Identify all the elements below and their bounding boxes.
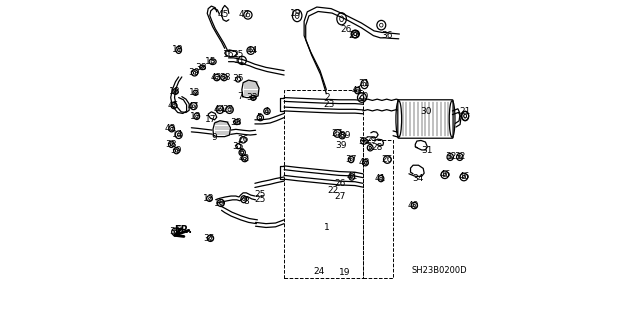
- Text: 47: 47: [188, 102, 198, 111]
- Text: 38: 38: [195, 63, 207, 72]
- Text: 43: 43: [210, 73, 221, 82]
- Polygon shape: [213, 121, 230, 137]
- Text: 45: 45: [218, 11, 229, 19]
- Text: 17: 17: [205, 115, 216, 124]
- Text: 26: 26: [237, 135, 249, 144]
- Bar: [363, 140, 393, 278]
- Text: 24: 24: [314, 267, 324, 276]
- Text: 39: 39: [188, 68, 200, 77]
- Text: 38: 38: [165, 140, 177, 149]
- Text: 18: 18: [169, 87, 180, 96]
- Text: 20: 20: [357, 92, 369, 101]
- Text: 36: 36: [381, 31, 392, 40]
- Text: 26: 26: [334, 180, 346, 189]
- Text: 21: 21: [359, 79, 370, 88]
- Text: 14: 14: [172, 130, 184, 139]
- Text: 12: 12: [189, 88, 200, 97]
- Text: 1: 1: [324, 223, 330, 232]
- Text: 35: 35: [204, 234, 215, 243]
- Text: 41: 41: [346, 173, 358, 182]
- Text: 47: 47: [238, 11, 250, 19]
- Text: 27: 27: [332, 129, 343, 138]
- Text: 42: 42: [238, 154, 250, 163]
- Text: 11: 11: [234, 56, 245, 65]
- Text: 46: 46: [459, 173, 470, 182]
- Bar: [284, 90, 363, 278]
- Text: 3: 3: [366, 143, 372, 152]
- Text: 35: 35: [232, 74, 244, 83]
- Text: 5: 5: [257, 113, 262, 122]
- Text: 7: 7: [237, 93, 243, 101]
- Text: FR.: FR.: [174, 225, 192, 235]
- Text: 26: 26: [381, 155, 392, 164]
- Text: 38: 38: [220, 73, 231, 82]
- Text: 16: 16: [223, 50, 235, 59]
- Text: 31: 31: [422, 146, 433, 155]
- FancyBboxPatch shape: [398, 100, 453, 138]
- Text: 34: 34: [412, 174, 424, 183]
- Text: 28: 28: [371, 143, 383, 152]
- Text: 25: 25: [233, 49, 244, 59]
- Text: 15: 15: [205, 57, 216, 66]
- Polygon shape: [242, 80, 259, 98]
- Text: 40: 40: [408, 201, 419, 210]
- Text: 8: 8: [243, 197, 249, 206]
- Text: 13: 13: [190, 112, 202, 121]
- Text: 39: 39: [169, 227, 180, 236]
- Text: 6: 6: [239, 148, 244, 157]
- Text: 19: 19: [339, 268, 351, 278]
- Text: 41: 41: [352, 86, 363, 95]
- Text: 41: 41: [374, 174, 386, 183]
- Text: SH23B0200D: SH23B0200D: [412, 265, 467, 275]
- Text: 38: 38: [230, 118, 241, 127]
- Text: 30: 30: [420, 107, 431, 116]
- Text: 27: 27: [334, 192, 346, 201]
- Text: 32: 32: [454, 152, 466, 161]
- Text: 36: 36: [358, 137, 370, 145]
- Text: 10: 10: [214, 198, 226, 208]
- Text: 37: 37: [346, 155, 357, 164]
- Text: 33: 33: [246, 93, 258, 102]
- Text: 26: 26: [340, 25, 352, 34]
- Text: 44: 44: [213, 105, 225, 114]
- Text: 44: 44: [247, 46, 258, 55]
- Text: 25: 25: [223, 105, 234, 114]
- Text: 19: 19: [291, 9, 302, 18]
- Text: 25: 25: [254, 190, 266, 199]
- Text: 35: 35: [232, 142, 244, 151]
- Text: 21: 21: [460, 107, 471, 116]
- Text: 43: 43: [165, 124, 177, 133]
- Text: 9: 9: [212, 133, 218, 142]
- Text: 39: 39: [170, 146, 182, 155]
- Text: 39: 39: [335, 141, 347, 150]
- Text: 29: 29: [366, 136, 377, 145]
- Text: 46: 46: [440, 170, 451, 179]
- Text: 22: 22: [327, 186, 339, 195]
- Text: 23: 23: [323, 100, 335, 109]
- Text: 4: 4: [263, 107, 269, 116]
- Text: 18: 18: [172, 45, 184, 55]
- Text: 32: 32: [445, 152, 456, 161]
- Text: 13: 13: [203, 194, 214, 203]
- Text: 2: 2: [324, 93, 330, 102]
- Text: 45: 45: [167, 101, 179, 110]
- Text: 25: 25: [254, 195, 266, 204]
- Text: 27: 27: [348, 31, 360, 40]
- Text: 39: 39: [340, 131, 351, 140]
- Text: 48: 48: [359, 158, 370, 167]
